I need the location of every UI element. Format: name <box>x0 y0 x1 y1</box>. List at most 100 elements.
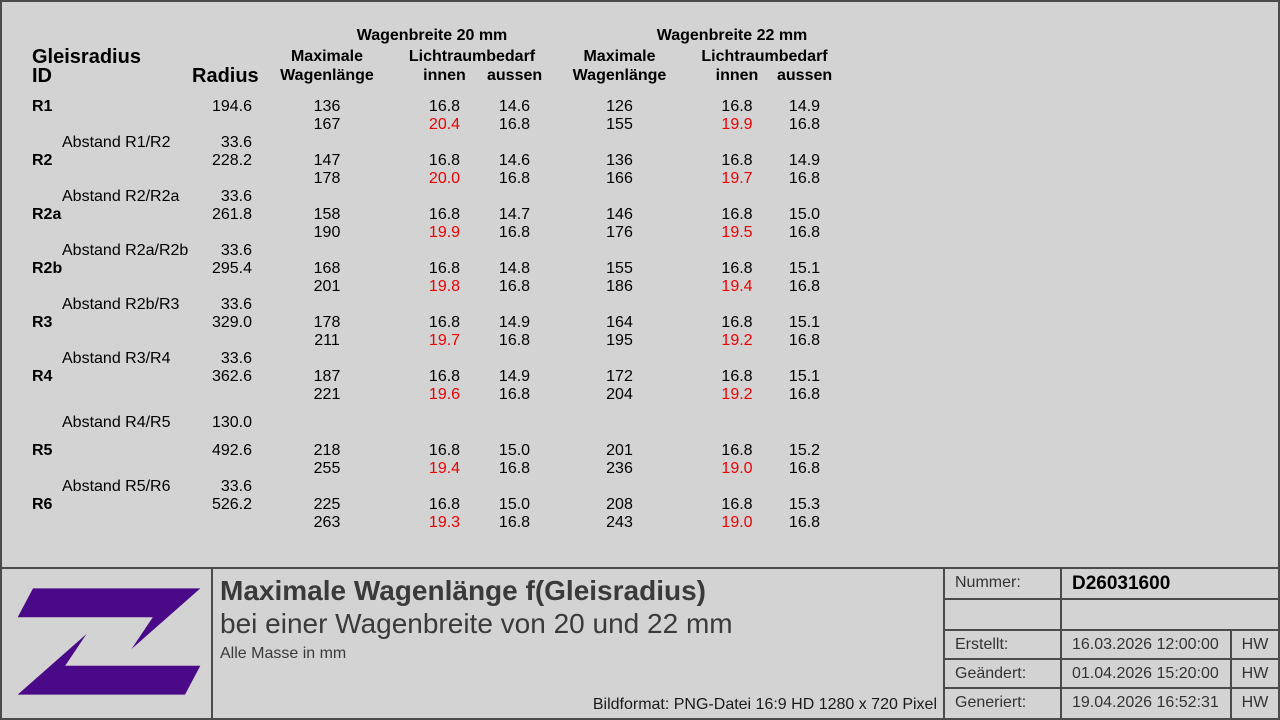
line-id-cell: R5 <box>32 442 53 459</box>
line-wagenlaenge-20-cell <box>252 414 402 432</box>
line-aussen-22-cell: 14.9 <box>788 98 821 115</box>
line-wagenlaenge-20-cell: 201 <box>313 278 341 295</box>
line-innen-22-cell <box>697 478 777 496</box>
line-aussen-20-cell: 16.8 <box>498 386 531 403</box>
line-wagenlaenge-20-cell: 158 <box>313 206 341 223</box>
table-line: 211 19.7 16.8 195 19.2 16.8 <box>2 332 862 350</box>
line-wagenlaenge-22-cell <box>542 242 697 260</box>
line-radius-cell <box>192 386 252 404</box>
line-aussen-22-cell: 15.2 <box>788 442 821 459</box>
table-line: R2b 295.4 168 16.8 14.8 155 16.8 15.1 <box>2 260 862 278</box>
line-id-cell <box>2 278 192 296</box>
line-aussen-20-cell: 14.9 <box>498 314 531 331</box>
header-wagenlaenge-22: Wagenlänge <box>572 67 667 84</box>
table-line: R6 526.2 225 16.8 15.0 208 16.8 15.3 <box>2 496 862 514</box>
line-innen-22-cell <box>697 134 777 152</box>
line-radius-cell <box>192 224 252 242</box>
line-aussen-20-cell: 14.7 <box>498 206 531 223</box>
line-radius-cell: 33.6 <box>220 188 252 205</box>
line-id-cell: R2a <box>32 206 62 223</box>
line-aussen-22-cell <box>777 350 832 368</box>
header-gleisradius: Gleisradius <box>32 46 141 68</box>
line-wagenlaenge-20-cell: 225 <box>313 496 341 513</box>
line-id-cell: R2b <box>32 260 63 277</box>
line-aussen-20-cell: 14.9 <box>498 368 531 385</box>
line-innen-20-cell <box>402 296 487 314</box>
line-aussen-22-cell: 16.8 <box>788 514 821 531</box>
header-radius: Radius <box>192 65 259 87</box>
table-line: 221 19.6 16.8 204 19.2 16.8 <box>2 386 862 404</box>
line-innen-20-cell: 16.8 <box>428 260 461 277</box>
line-wagenlaenge-22-cell: 201 <box>606 442 633 459</box>
column-group-header-22mm: Wagenbreite 22 mm <box>656 27 808 44</box>
info-author-erstellt: HW <box>1230 629 1278 658</box>
info-label-generiert: Generiert: <box>945 687 1060 718</box>
line-innen-22-cell: 19.4 <box>721 278 753 295</box>
table-line: 263 19.3 16.8 243 19.0 16.8 <box>2 514 862 532</box>
line-id-cell <box>2 460 192 478</box>
line-innen-20-cell <box>402 242 487 260</box>
line-innen-22-cell: 19.2 <box>721 332 753 349</box>
info-author-geaendert: HW <box>1230 658 1278 687</box>
line-wagenlaenge-20-cell <box>252 478 402 496</box>
line-radius-cell: 33.6 <box>220 296 252 313</box>
table-line: Abstand R1/R2 33.6 <box>2 134 862 152</box>
line-aussen-22-cell <box>777 478 832 496</box>
line-aussen-22-cell: 16.8 <box>788 116 821 133</box>
line-innen-20-cell: 16.8 <box>428 98 461 115</box>
line-wagenlaenge-22-cell <box>542 414 697 432</box>
line-aussen-22-cell: 14.9 <box>788 152 821 169</box>
table-header-row-cols: ID Radius Wagenlänge innen aussen Wagenl… <box>2 66 862 86</box>
line-id-cell: R6 <box>32 496 53 513</box>
z-scale-logo-icon <box>17 588 201 695</box>
line-innen-22-cell <box>697 188 777 206</box>
table-line: 201 19.8 16.8 186 19.4 16.8 <box>2 278 862 296</box>
line-id-cell: Abstand R2a/R2b <box>62 242 189 259</box>
line-innen-20-cell: 16.8 <box>428 152 461 169</box>
line-wagenlaenge-22-cell: 176 <box>606 224 633 241</box>
line-innen-22-cell <box>697 296 777 314</box>
table-line: 178 20.0 16.8 166 19.7 16.8 <box>2 170 862 188</box>
line-wagenlaenge-20-cell: 168 <box>313 260 341 277</box>
line-wagenlaenge-20-cell <box>252 242 402 260</box>
line-innen-22-cell: 16.8 <box>721 368 753 385</box>
line-id-cell: Abstand R2/R2a <box>62 188 180 205</box>
info-label-erstellt: Erstellt: <box>945 629 1060 658</box>
line-aussen-20-cell: 16.8 <box>498 332 531 349</box>
line-wagenlaenge-22-cell: 204 <box>606 386 633 403</box>
line-aussen-22-cell: 15.3 <box>788 496 821 513</box>
document-subtitle: bei einer Wagenbreite von 20 und 22 mm <box>220 608 733 639</box>
line-innen-22-cell <box>697 414 777 432</box>
title-block: Maximale Wagenlänge f(Gleisradius) bei e… <box>2 567 1278 718</box>
line-aussen-22-cell <box>777 296 832 314</box>
line-innen-22-cell <box>697 242 777 260</box>
line-aussen-22-cell: 16.8 <box>788 386 821 403</box>
table-line: R2a 261.8 158 16.8 14.7 146 16.8 15.0 <box>2 206 862 224</box>
line-wagenlaenge-22-cell: 126 <box>606 98 633 115</box>
line-innen-20-cell: 19.6 <box>428 386 461 403</box>
line-wagenlaenge-22-cell: 243 <box>606 514 633 531</box>
line-innen-20-cell: 16.8 <box>428 442 461 459</box>
line-id-cell: R2 <box>32 152 53 169</box>
line-id-cell: R1 <box>32 98 53 115</box>
line-wagenlaenge-22-cell <box>542 350 697 368</box>
title-cell: Maximale Wagenlänge f(Gleisradius) bei e… <box>213 569 945 718</box>
line-id-cell <box>2 332 192 350</box>
info-value-generiert: 19.04.2026 16:52:31 <box>1060 687 1230 718</box>
line-radius-cell <box>192 170 252 188</box>
data-table: Wagenbreite 20 mm Wagenbreite 22 mm Glei… <box>2 2 862 532</box>
line-radius-cell <box>192 460 252 478</box>
line-innen-20-cell <box>402 188 487 206</box>
line-wagenlaenge-20-cell: 178 <box>313 314 341 331</box>
line-wagenlaenge-22-cell: 155 <box>606 260 633 277</box>
table-line: Abstand R2a/R2b 33.6 <box>2 242 862 260</box>
header-id: ID <box>32 65 52 87</box>
line-radius-cell <box>192 514 252 532</box>
line-wagenlaenge-22-cell: 146 <box>606 206 633 223</box>
line-aussen-20-cell <box>487 414 542 432</box>
line-innen-20-cell <box>402 350 487 368</box>
line-radius-cell: 130.0 <box>211 414 252 431</box>
line-innen-20-cell: 19.9 <box>428 224 461 241</box>
line-wagenlaenge-20-cell: 221 <box>313 386 341 403</box>
line-aussen-20-cell: 14.8 <box>498 260 531 277</box>
